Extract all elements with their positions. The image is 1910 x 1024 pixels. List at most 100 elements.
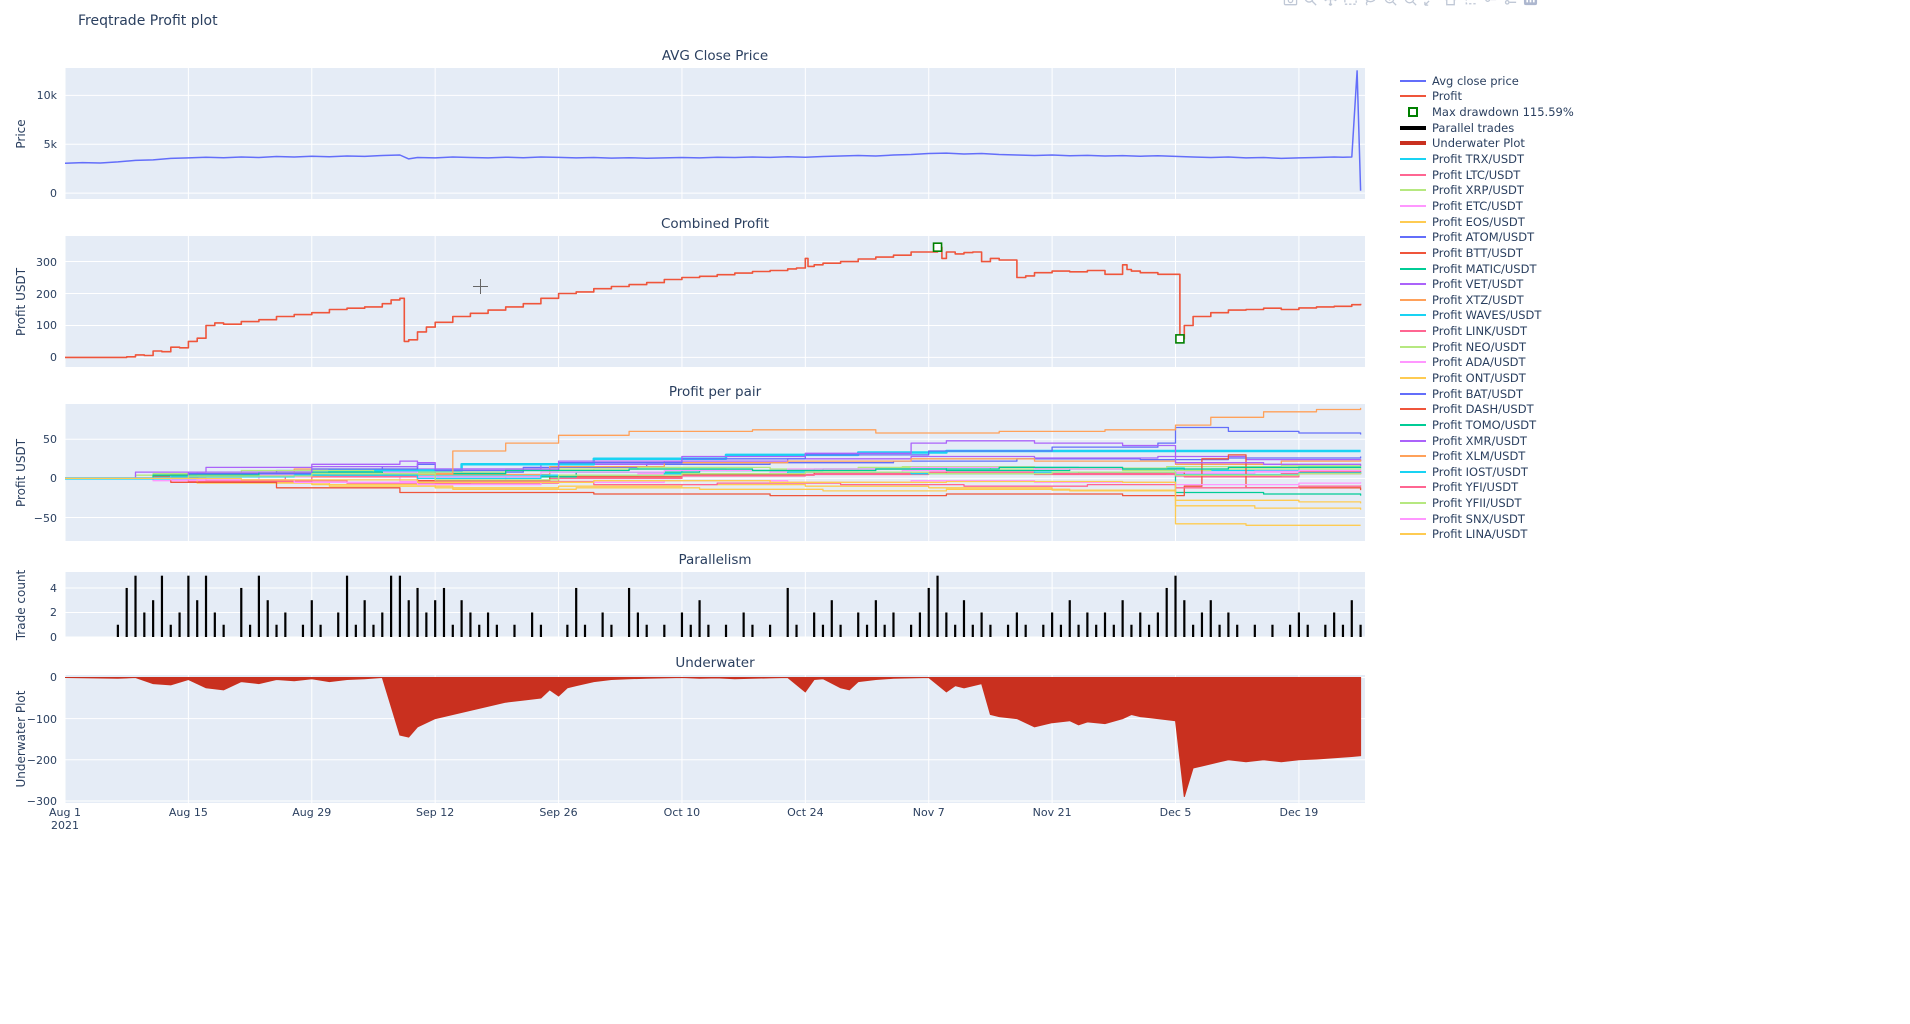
- y-tick-label: −200: [26, 753, 57, 767]
- plot-area-profit-per-pair[interactable]: [65, 404, 1365, 541]
- legend-sample: [1398, 408, 1428, 411]
- zoom-in-icon[interactable]: [1382, 0, 1399, 8]
- y-tick-label: 5k: [43, 138, 57, 152]
- legend-sample: [1398, 376, 1428, 379]
- toggle-spikelines-icon[interactable]: [1462, 0, 1479, 8]
- legend-marker-line: [1400, 502, 1426, 505]
- zoom-icon[interactable]: [1302, 0, 1319, 8]
- legend-item[interactable]: Profit YFII/USDT: [1398, 495, 1574, 511]
- legend-marker-line: [1400, 361, 1426, 364]
- subplot-title-combined-profit: Combined Profit: [660, 216, 770, 232]
- legend-marker-line: [1400, 204, 1426, 207]
- plot-area-avg-close-price[interactable]: [65, 68, 1365, 199]
- legend-sample: [1398, 95, 1428, 98]
- legend-item[interactable]: Profit LINA/USDT: [1398, 527, 1574, 543]
- hover-compare-icon[interactable]: [1502, 0, 1519, 8]
- x-tick-label: Nov 7: [889, 806, 969, 819]
- legend-sample: [1398, 236, 1428, 239]
- legend-label: Profit TRX/USDT: [1432, 152, 1525, 167]
- legend-sample: [1398, 189, 1428, 192]
- camera-icon[interactable]: [1282, 0, 1299, 8]
- legend-item[interactable]: Profit LINK/USDT: [1398, 323, 1574, 339]
- legend-item[interactable]: Profit ETC/USDT: [1398, 198, 1574, 214]
- y-tick-label: 50: [43, 433, 57, 447]
- max-drawdown-marker: [1175, 334, 1185, 344]
- x-tick-text: Oct 10: [663, 806, 701, 819]
- legend-item[interactable]: Profit TOMO/USDT: [1398, 417, 1574, 433]
- legend-item[interactable]: Profit TRX/USDT: [1398, 151, 1574, 167]
- legend-item[interactable]: Profit ATOM/USDT: [1398, 229, 1574, 245]
- legend-sample: [1398, 267, 1428, 270]
- max-drawdown-marker: [932, 242, 943, 252]
- legend-sample: [1398, 423, 1428, 426]
- legend-item[interactable]: Profit SNX/USDT: [1398, 511, 1574, 527]
- legend-item[interactable]: Profit YFI/USDT: [1398, 480, 1574, 496]
- legend-sample: [1398, 204, 1428, 207]
- legend-marker-line: [1400, 236, 1426, 239]
- legend-marker-line: [1400, 330, 1426, 333]
- legend-item[interactable]: Profit EOS/USDT: [1398, 214, 1574, 230]
- autoscale-icon[interactable]: [1422, 0, 1439, 8]
- legend-item[interactable]: Profit BAT/USDT: [1398, 386, 1574, 402]
- legend-sample: [1398, 330, 1428, 333]
- box-select-icon[interactable]: [1342, 0, 1359, 8]
- pan-icon[interactable]: [1322, 0, 1339, 8]
- x-tick-text: Aug 1: [49, 806, 81, 819]
- legend-marker-line: [1400, 533, 1426, 536]
- legend-label: Profit XRP/USDT: [1432, 183, 1524, 198]
- reset-axes-icon[interactable]: [1442, 0, 1459, 8]
- legend-item[interactable]: Profit BTT/USDT: [1398, 245, 1574, 261]
- legend-marker-line: [1400, 189, 1426, 192]
- plot-area-underwater[interactable]: [65, 675, 1365, 803]
- plot-area-parallelism[interactable]: [65, 572, 1365, 637]
- legend-label: Avg close price: [1432, 73, 1519, 88]
- hover-closest-icon[interactable]: [1482, 0, 1499, 8]
- x-tick-text: Aug 15: [168, 806, 208, 819]
- legend-item[interactable]: Avg close price: [1398, 73, 1574, 89]
- x-tick-text: Sep 12: [416, 806, 455, 819]
- legend-item[interactable]: Max drawdown 115.59%: [1398, 104, 1574, 120]
- legend-item[interactable]: Profit IOST/USDT: [1398, 464, 1574, 480]
- legend-item[interactable]: Profit NEO/USDT: [1398, 339, 1574, 355]
- legend-item[interactable]: Profit ONT/USDT: [1398, 370, 1574, 386]
- legend-item[interactable]: Profit VET/USDT: [1398, 276, 1574, 292]
- legend-item[interactable]: Profit LTC/USDT: [1398, 167, 1574, 183]
- legend-label: Max drawdown 115.59%: [1432, 105, 1574, 120]
- legend: Avg close price Profit Max drawdown 115.59…: [1398, 73, 1574, 542]
- legend-label: Profit ONT/USDT: [1432, 370, 1526, 385]
- legend-marker-line: [1400, 314, 1426, 317]
- legend-sample: [1398, 173, 1428, 176]
- legend-label: Profit TOMO/USDT: [1432, 417, 1537, 432]
- lasso-icon[interactable]: [1362, 0, 1379, 8]
- plotly-logo[interactable]: [1522, 0, 1539, 8]
- legend-marker-line: [1400, 486, 1426, 489]
- legend-marker-line: [1400, 439, 1426, 442]
- legend-sample: [1398, 314, 1428, 317]
- legend-item[interactable]: Profit XRP/USDT: [1398, 182, 1574, 198]
- legend-item[interactable]: Profit ADA/USDT: [1398, 355, 1574, 371]
- legend-item[interactable]: Profit MATIC/USDT: [1398, 261, 1574, 277]
- plot-area-combined-profit[interactable]: [65, 236, 1365, 367]
- x-tick-label: Dec 19: [1259, 806, 1339, 819]
- legend-marker-line: [1400, 95, 1426, 98]
- legend-item[interactable]: Profit XLM/USDT: [1398, 448, 1574, 464]
- legend-sample: [1398, 107, 1428, 118]
- subplot-title-profit-per-pair: Profit per pair: [668, 384, 762, 400]
- subplot-title-parallelism: Parallelism: [678, 552, 752, 568]
- legend-sample: [1398, 345, 1428, 348]
- y-tick-label: 0: [50, 631, 57, 644]
- y-tick-label: 300: [36, 255, 57, 269]
- zoom-out-icon[interactable]: [1402, 0, 1419, 8]
- legend-sample: [1398, 298, 1428, 301]
- legend-item[interactable]: Profit XTZ/USDT: [1398, 292, 1574, 308]
- legend-item[interactable]: Profit DASH/USDT: [1398, 401, 1574, 417]
- legend-item[interactable]: Profit: [1398, 89, 1574, 105]
- legend-item[interactable]: Profit WAVES/USDT: [1398, 308, 1574, 324]
- legend-item[interactable]: Profit XMR/USDT: [1398, 433, 1574, 449]
- legend-sample: [1398, 439, 1428, 442]
- legend-item[interactable]: Underwater Plot: [1398, 136, 1574, 152]
- x-tick-label: Dec 5: [1136, 806, 1216, 819]
- legend-marker-line: [1400, 283, 1426, 286]
- legend-item[interactable]: Parallel trades: [1398, 120, 1574, 136]
